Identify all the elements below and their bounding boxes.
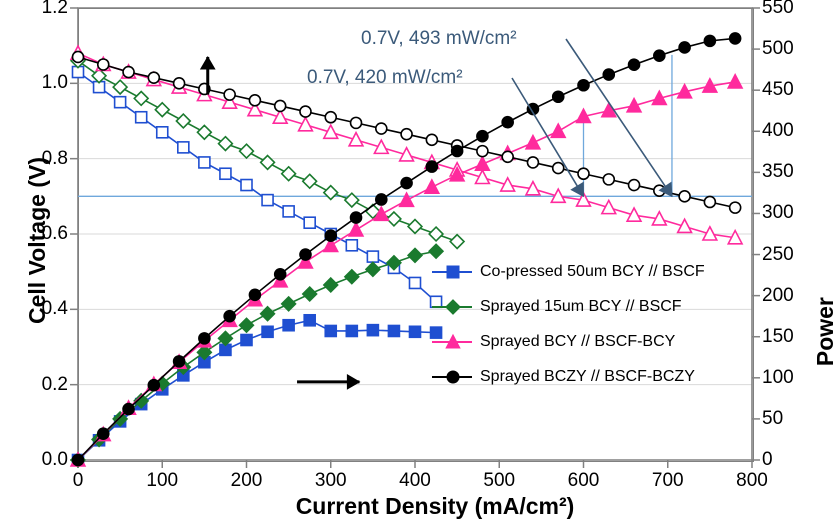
y-right-tick-label: 250 — [762, 244, 794, 266]
x-tick-label: 700 — [652, 470, 684, 492]
square-icon — [446, 265, 458, 277]
x-tick-label: 100 — [146, 470, 178, 492]
legend-label: Sprayed 15um BCY // BSCF — [480, 298, 682, 316]
x-tick-label: 200 — [231, 470, 263, 492]
fuel-cell-iv-chart: Cell Voltage (V) Power Density (mW/cm²) … — [0, 0, 834, 519]
y-right-tick-label: 0 — [762, 449, 773, 471]
y-right-tick-label: 300 — [762, 202, 794, 224]
y-left-tick-label: 0.8 — [42, 148, 68, 170]
x-tick-label: 0 — [73, 470, 84, 492]
y-right-tick-label: 150 — [762, 326, 794, 348]
triangle-icon — [446, 335, 458, 347]
y-left-tick-label: 0.6 — [42, 223, 68, 245]
diamond-icon — [446, 300, 458, 312]
x-tick-label: 600 — [568, 470, 600, 492]
y-right-tick-label: 100 — [762, 367, 794, 389]
legend-label: Co-pressed 50um BCY // BSCF — [480, 263, 705, 281]
y-right-tick-label: 400 — [762, 120, 794, 142]
x-tick-label: 800 — [736, 470, 768, 492]
x-tick-label: 500 — [483, 470, 515, 492]
legend-item: Sprayed BCZY // BSCF-BCZY — [432, 365, 695, 389]
y-right-tick-label: 550 — [762, 0, 794, 19]
y-right-tick-label: 350 — [762, 161, 794, 183]
y-right-tick-label: 50 — [762, 408, 783, 430]
y-right-tick-label: 200 — [762, 285, 794, 307]
annotation-label: 0.7V, 420 mW/cm² — [307, 67, 463, 89]
legend-label: Sprayed BCZY // BSCF-BCZY — [480, 368, 695, 386]
legend-item: Sprayed BCY // BSCF-BCY — [432, 330, 675, 354]
y-right-tick-label: 500 — [762, 38, 794, 60]
x-axis-label: Current Density (mA/cm²) — [255, 493, 615, 520]
x-tick-label: 400 — [399, 470, 431, 492]
legend-label: Sprayed BCY // BSCF-BCY — [480, 333, 675, 351]
y-right-axis-label: Power Density (mW/cm²) — [812, 279, 834, 384]
annotation-label: 0.7V, 493 mW/cm² — [361, 28, 517, 50]
x-tick-label: 300 — [315, 470, 347, 492]
legend-item: Sprayed 15um BCY // BSCF — [432, 295, 682, 319]
y-left-tick-label: 0.4 — [42, 298, 68, 320]
legend-item: Co-pressed 50um BCY // BSCF — [432, 260, 705, 284]
y-left-tick-label: 0.0 — [42, 449, 68, 471]
circle-icon — [446, 370, 458, 382]
y-left-tick-label: 1.0 — [42, 72, 68, 94]
y-left-tick-label: 0.2 — [42, 374, 68, 396]
y-left-tick-label: 1.2 — [42, 0, 68, 19]
y-right-tick-label: 450 — [762, 79, 794, 101]
